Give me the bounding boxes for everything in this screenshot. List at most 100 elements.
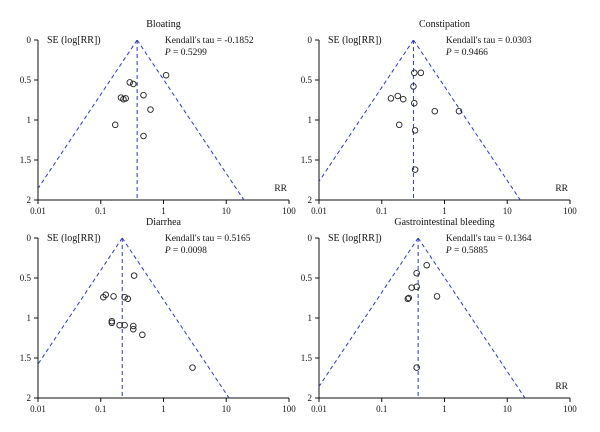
study-point	[411, 99, 418, 107]
x-tick-label: 100	[563, 404, 577, 414]
x-tick-label: 0.01	[30, 206, 46, 216]
funnel-left-line	[38, 238, 123, 366]
study-point	[126, 79, 134, 86]
y-tick-label: 1.5	[20, 155, 32, 165]
study-point	[121, 293, 128, 301]
kendall-tau-text: Kendall's tau = 0.1364	[446, 234, 532, 244]
study-point	[130, 325, 137, 333]
study-point	[404, 295, 412, 303]
p-symbol: P	[164, 246, 171, 256]
p-value-text: P = 0.0098	[164, 246, 207, 256]
study-point	[411, 127, 419, 134]
kendall-tau-text: Kendall's tau = 0.0303	[446, 36, 532, 46]
y-tick-label: 0.5	[20, 273, 32, 283]
study-point	[410, 83, 417, 90]
panel-title: Diarrhea	[146, 217, 182, 228]
funnel-left-line	[319, 40, 414, 183]
study-point	[122, 95, 129, 102]
study-point	[139, 331, 146, 339]
p-value-text: P = 0.5299	[164, 48, 207, 58]
study-point	[162, 71, 170, 79]
study-point	[147, 106, 154, 113]
study-point	[423, 261, 430, 269]
x-tick-label: 0.1	[376, 206, 387, 216]
study-point	[394, 92, 402, 100]
funnel-right-line	[417, 238, 526, 398]
study-point	[110, 293, 117, 300]
study-point	[111, 121, 119, 129]
study-point	[130, 322, 137, 330]
study-point	[405, 294, 413, 302]
study-point	[431, 107, 439, 115]
p-value: = 0.9466	[452, 48, 488, 58]
x-tick-label: 10	[503, 206, 513, 216]
y-axis-label: SE (log[RR])	[47, 35, 101, 46]
x-axis-label: RR	[555, 184, 568, 194]
study-point	[108, 319, 116, 327]
y-tick-label: 1	[308, 115, 313, 125]
y-tick-label: 1	[308, 313, 313, 323]
x-tick-label: 1	[442, 206, 447, 216]
study-point	[116, 321, 123, 329]
y-tick-label: 2	[308, 195, 313, 205]
funnel-panel-1: 0.01 0.1 1 10 100 0 0.5 1 1.5 2 SE (log[RR]) Bloati…	[20, 19, 297, 216]
y-axis-label: SE (log[RR])	[328, 233, 382, 244]
funnel-panel-3: 0.01 0.1 1 10 100 0 0.5 1 1.5 2 SE (log[RR]) Diarrh…	[20, 217, 297, 414]
x-tick-label: 1	[161, 206, 166, 216]
x-tick-label: 10	[503, 404, 513, 414]
study-point	[408, 284, 415, 291]
study-point	[399, 95, 407, 103]
p-value: = 0.0098	[171, 246, 207, 256]
y-axis-label: SE (log[RR])	[328, 35, 382, 46]
funnel-right-line	[121, 238, 230, 398]
study-point	[140, 132, 147, 140]
study-point	[121, 321, 128, 329]
y-tick-label: 0	[27, 233, 32, 243]
y-tick-label: 1.5	[20, 353, 32, 363]
y-tick-label: 1.5	[301, 353, 313, 363]
x-tick-label: 100	[282, 206, 296, 216]
study-point	[130, 80, 137, 88]
x-tick-label: 10	[222, 206, 232, 216]
p-symbol: P	[445, 246, 452, 256]
y-tick-label: 1	[27, 313, 32, 323]
p-value: = 0.5299	[171, 48, 207, 58]
y-tick-label: 0	[308, 233, 313, 243]
p-value: = 0.5885	[452, 246, 488, 256]
x-tick-label: 10	[222, 404, 232, 414]
funnel-right-line	[413, 40, 521, 200]
x-tick-label: 100	[282, 404, 296, 414]
kendall-tau-text: Kendall's tau = -0.1852	[165, 36, 254, 46]
p-value-text: P = 0.9466	[445, 48, 488, 58]
x-tick-label: 0.1	[95, 206, 106, 216]
funnel-panel-4: 0.01 0.1 1 10 100 0 0.5 1 1.5 2 SE (log[RR]) Gastro…	[301, 217, 578, 414]
x-tick-label: 0.01	[311, 404, 327, 414]
x-axis-label: RR	[555, 382, 568, 392]
study-point	[189, 364, 196, 371]
y-tick-label: 0.5	[20, 75, 32, 85]
panel-title: Constipation	[419, 19, 470, 30]
study-point	[130, 272, 138, 279]
panel-title: Bloating	[146, 19, 180, 30]
study-point	[411, 166, 419, 173]
p-symbol: P	[164, 48, 171, 58]
panel-title: Gastrointestinal bleeding	[394, 217, 494, 228]
y-tick-label: 0.5	[301, 75, 313, 85]
y-axis-label: SE (log[RR])	[47, 233, 101, 244]
x-tick-label: 1	[442, 404, 447, 414]
study-point	[387, 95, 395, 102]
x-axis-label: RR	[274, 184, 287, 194]
funnel-panel-2: 0.01 0.1 1 10 100 0 0.5 1 1.5 2 SE (log[RR]) Consti…	[301, 19, 578, 216]
study-point	[124, 295, 132, 303]
x-tick-label: 100	[563, 206, 577, 216]
x-tick-label: 0.01	[311, 206, 327, 216]
funnel-right-line	[136, 40, 245, 200]
p-value-text: P = 0.5885	[445, 246, 488, 256]
y-tick-label: 2	[27, 393, 32, 403]
x-tick-label: 0.1	[376, 404, 387, 414]
study-point	[140, 91, 147, 99]
study-point	[455, 107, 463, 115]
study-point	[413, 269, 420, 277]
y-tick-label: 0	[308, 35, 313, 45]
